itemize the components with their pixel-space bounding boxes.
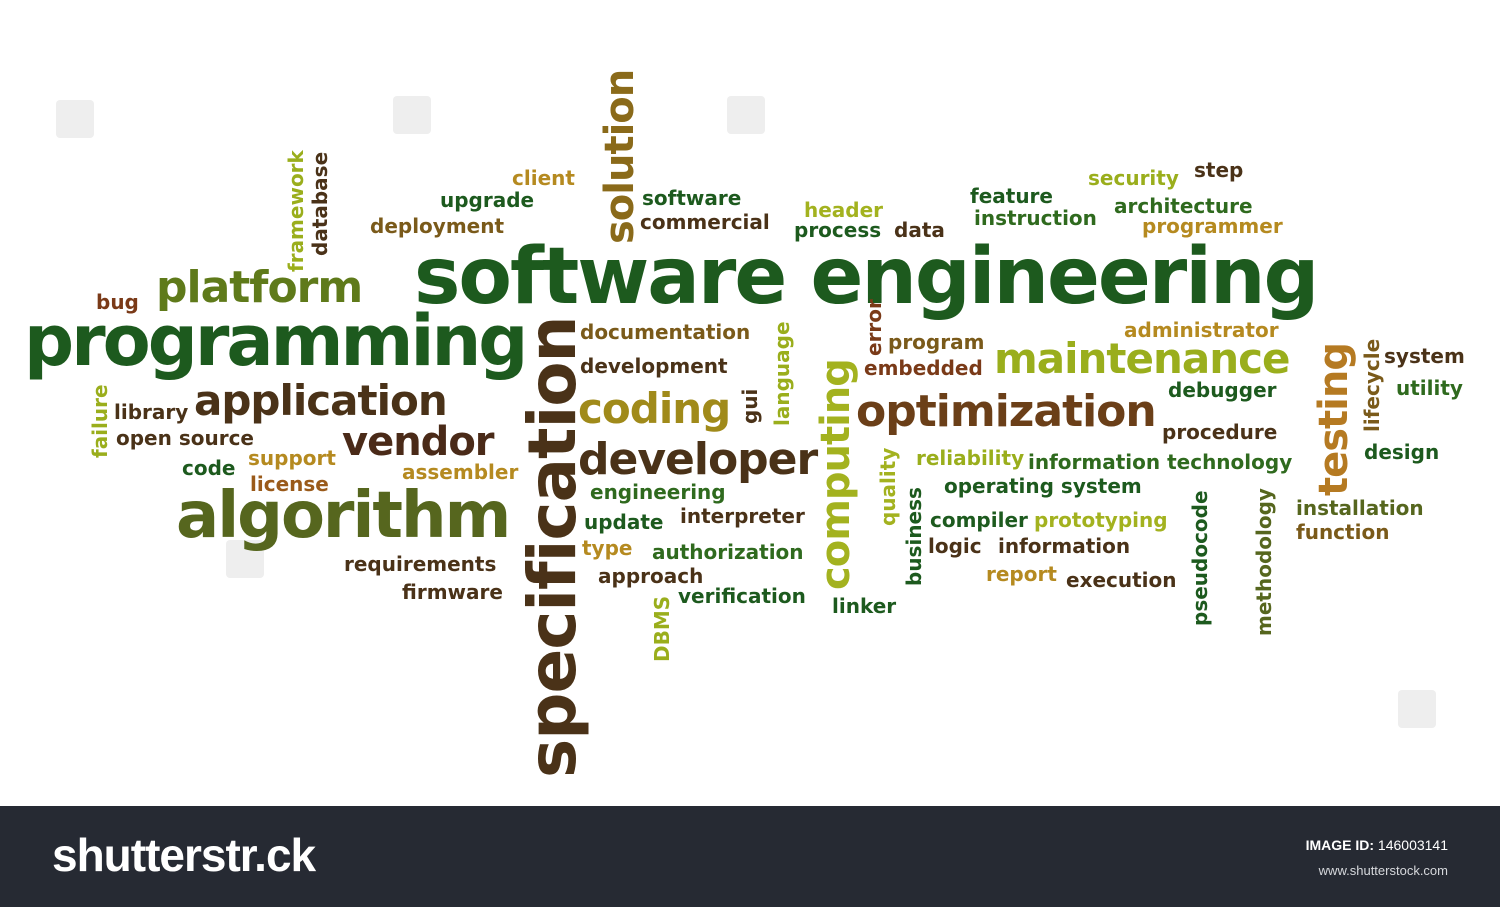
word: platform bbox=[156, 262, 363, 313]
word: embedded bbox=[864, 356, 983, 380]
watermark-icon bbox=[56, 100, 94, 138]
word: language bbox=[770, 321, 794, 426]
word: quality bbox=[876, 447, 900, 526]
word: approach bbox=[598, 564, 704, 588]
word: solution bbox=[597, 69, 643, 244]
watermark-icon bbox=[727, 96, 765, 134]
word: execution bbox=[1066, 568, 1177, 592]
watermark-icon bbox=[393, 96, 431, 134]
word: authorization bbox=[652, 540, 804, 564]
word: programmer bbox=[1142, 214, 1283, 238]
word: development bbox=[580, 354, 728, 378]
site-url[interactable]: www.shutterstock.com bbox=[1318, 863, 1448, 878]
shutterstock-logo[interactable]: shutterstr.ck bbox=[52, 829, 316, 881]
word: update bbox=[584, 510, 664, 534]
word: operating system bbox=[944, 474, 1142, 498]
word: optimization bbox=[856, 386, 1157, 437]
word: system bbox=[1384, 344, 1465, 368]
word: maintenance bbox=[994, 334, 1290, 383]
word: gui bbox=[738, 388, 762, 424]
word: process bbox=[794, 218, 882, 242]
word: vendor bbox=[342, 419, 495, 465]
word: database bbox=[308, 151, 332, 256]
word: upgrade bbox=[440, 188, 535, 212]
word: information technology bbox=[1028, 450, 1293, 474]
watermark-icon bbox=[226, 540, 264, 578]
word: methodology bbox=[1252, 488, 1276, 636]
image-id: IMAGE ID: 146003141 bbox=[1306, 838, 1448, 852]
word: testing bbox=[1311, 343, 1357, 496]
word: type bbox=[582, 536, 633, 560]
word: pseudocode bbox=[1188, 490, 1212, 626]
word: prototyping bbox=[1034, 508, 1168, 532]
word: client bbox=[512, 166, 575, 190]
word: requirements bbox=[344, 552, 497, 576]
word: architecture bbox=[1114, 194, 1253, 218]
word: software engineering bbox=[414, 232, 1319, 322]
word: design bbox=[1364, 440, 1440, 464]
word: software bbox=[642, 186, 742, 210]
word: firmware bbox=[402, 580, 503, 604]
word: debugger bbox=[1168, 378, 1277, 402]
word: code bbox=[182, 456, 236, 480]
word: lifecycle bbox=[1360, 338, 1384, 432]
word: interpreter bbox=[680, 504, 805, 528]
word: compiler bbox=[930, 508, 1028, 532]
word: developer bbox=[578, 434, 818, 485]
word: installation bbox=[1296, 496, 1424, 520]
word: deployment bbox=[370, 214, 505, 238]
image-id-value: 146003141 bbox=[1377, 837, 1448, 853]
word: application bbox=[194, 376, 448, 425]
word: function bbox=[1296, 520, 1390, 544]
word: assembler bbox=[402, 460, 519, 484]
word: information bbox=[998, 534, 1131, 558]
word: support bbox=[248, 446, 336, 470]
word: algorithm bbox=[176, 479, 511, 553]
word: open source bbox=[116, 426, 254, 450]
word: error bbox=[862, 299, 886, 356]
watermark-icon bbox=[1398, 690, 1436, 728]
word: report bbox=[986, 562, 1057, 586]
word: reliability bbox=[916, 446, 1025, 470]
word: engineering bbox=[590, 480, 726, 504]
word: bug bbox=[96, 290, 139, 314]
word: DBMS bbox=[650, 595, 674, 662]
word: security bbox=[1088, 166, 1179, 190]
word: utility bbox=[1396, 376, 1463, 400]
word: specification bbox=[514, 316, 591, 778]
word: instruction bbox=[974, 206, 1097, 230]
word: computing bbox=[813, 359, 859, 590]
word: feature bbox=[970, 184, 1053, 208]
word: verification bbox=[678, 584, 806, 608]
word: procedure bbox=[1162, 420, 1278, 444]
word: program bbox=[888, 330, 985, 354]
word: linker bbox=[832, 594, 897, 618]
word: failure bbox=[88, 384, 112, 458]
image-id-label: IMAGE ID: bbox=[1305, 837, 1375, 853]
word: header bbox=[804, 198, 884, 222]
footer-bar bbox=[0, 806, 1500, 907]
word: business bbox=[902, 487, 926, 586]
word: library bbox=[114, 400, 189, 424]
word: step bbox=[1194, 158, 1244, 182]
word: documentation bbox=[580, 320, 751, 344]
word: framework bbox=[284, 150, 308, 272]
word: programming bbox=[24, 300, 528, 382]
word: logic bbox=[928, 534, 982, 558]
word-cloud: software engineering programming algorit… bbox=[24, 69, 1465, 778]
word: license bbox=[250, 472, 329, 496]
word: administrator bbox=[1124, 318, 1279, 342]
word: data bbox=[894, 218, 945, 242]
word: commercial bbox=[640, 210, 770, 234]
word: coding bbox=[578, 384, 731, 433]
